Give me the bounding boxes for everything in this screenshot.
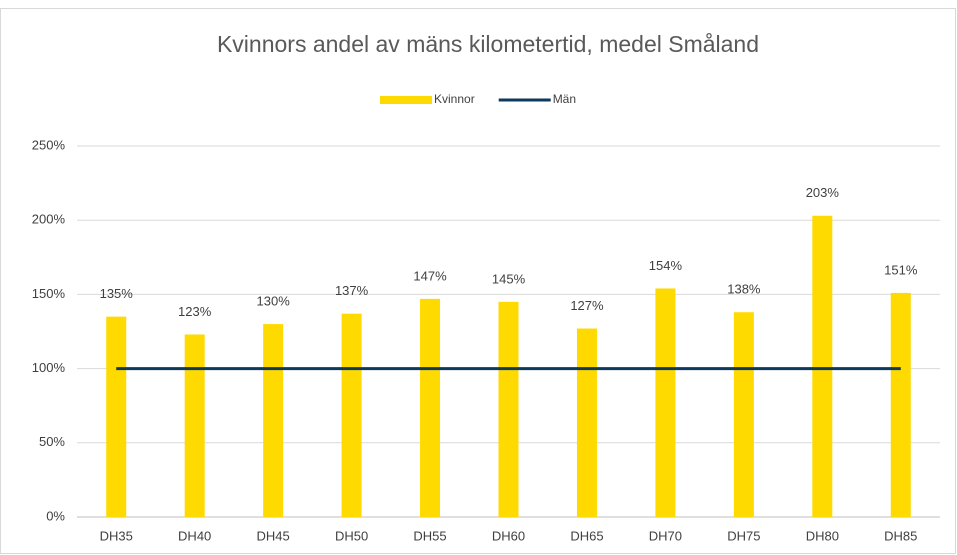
data-label: 203% [806, 185, 840, 200]
x-tick-label: DH85 [884, 528, 917, 543]
x-tick-label: DH60 [492, 528, 525, 543]
bar [890, 292, 911, 517]
x-tick-label: DH40 [178, 528, 211, 543]
bar [184, 334, 205, 517]
bar [812, 215, 833, 518]
chart-border [0, 8, 956, 554]
data-label: 147% [413, 268, 447, 283]
bar [655, 288, 676, 517]
data-label: 137% [335, 283, 369, 298]
data-label: 154% [649, 258, 683, 273]
x-tick-label: DH35 [100, 528, 133, 543]
legend-label: Kvinnor [434, 92, 475, 106]
data-label: 138% [727, 282, 761, 297]
data-label: 130% [257, 294, 291, 309]
legend-label: Män [553, 92, 576, 106]
x-tick-label: DH80 [806, 528, 839, 543]
data-label: 151% [884, 262, 918, 277]
x-tick-label: DH45 [257, 528, 290, 543]
bar [733, 312, 754, 517]
legend-swatch [380, 96, 432, 104]
bar [341, 313, 362, 517]
data-label: 135% [100, 286, 134, 301]
data-label: 127% [570, 298, 604, 313]
y-tick-label: 200% [32, 212, 66, 227]
bar [498, 301, 519, 517]
x-tick-label: DH70 [649, 528, 682, 543]
x-tick-label: DH55 [413, 528, 446, 543]
bar [106, 316, 127, 517]
x-tick-label: DH75 [727, 528, 760, 543]
x-tick-label: DH50 [335, 528, 368, 543]
y-tick-label: 150% [32, 286, 66, 301]
bar [576, 328, 597, 517]
bar [420, 298, 441, 517]
y-tick-label: 0% [46, 508, 65, 523]
data-label: 145% [492, 271, 526, 286]
x-tick-label: DH65 [570, 528, 603, 543]
data-label: 123% [178, 304, 212, 319]
y-tick-label: 50% [39, 434, 65, 449]
bar [263, 324, 284, 517]
chart-title: Kvinnors andel av mäns kilometertid, med… [217, 31, 759, 57]
y-tick-label: 100% [32, 360, 66, 375]
y-tick-label: 250% [32, 137, 66, 152]
